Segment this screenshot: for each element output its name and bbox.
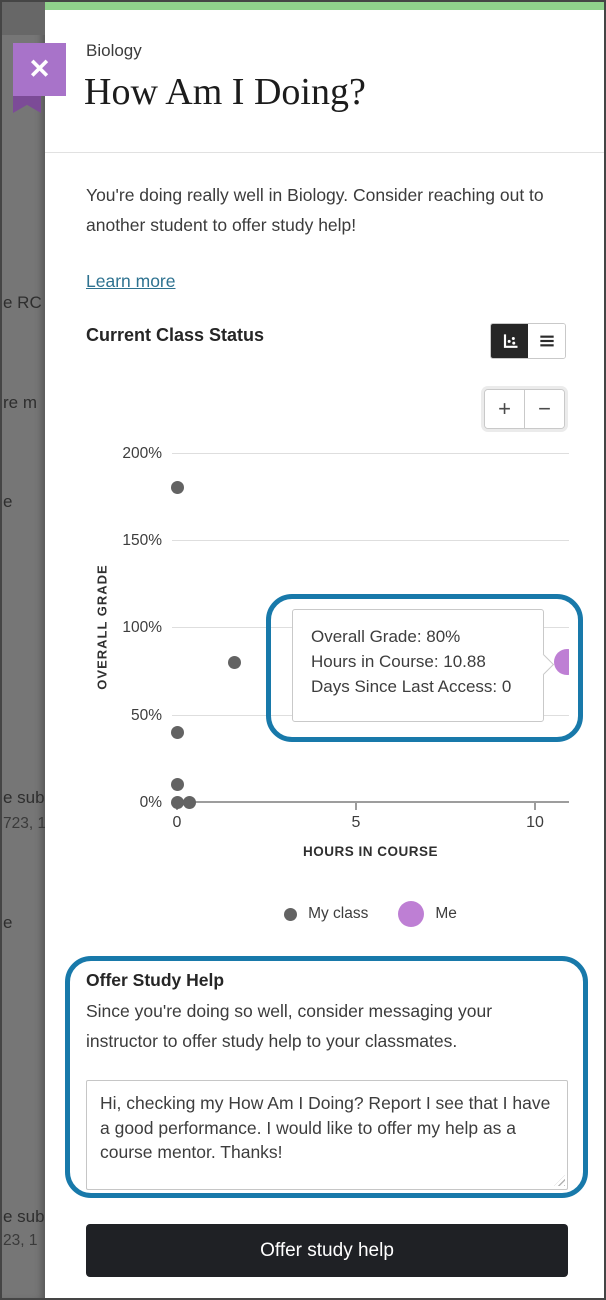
background-text-fragment: e subr — [3, 1207, 45, 1226]
legend-label: My class — [308, 905, 369, 922]
intro-text: You're doing really well in Biology. Con… — [86, 185, 544, 235]
y-tick-label: 100% — [122, 619, 162, 636]
y-tick-label: 50% — [130, 707, 162, 724]
zoom-out-button[interactable]: − — [525, 390, 564, 428]
page-title: How Am I Doing? — [84, 71, 366, 113]
x-tick-mark — [534, 803, 536, 810]
background-text-fragment: e RC a — [3, 293, 45, 312]
close-button-ribbon — [13, 96, 41, 113]
legend-label: Me — [435, 905, 457, 922]
textarea-resize-handle[interactable] — [554, 1175, 565, 1186]
current-class-status-heading: Current Class Status — [86, 325, 265, 345]
x-tick-label: 10 — [526, 814, 544, 831]
offer-message-textarea[interactable]: Hi, checking my How Am I Doing? Report I… — [86, 1080, 568, 1190]
data-point-tooltip: Overall Grade: 80% Hours in Course: 10.8… — [292, 609, 555, 722]
list-icon — [539, 335, 554, 347]
view-toggle — [490, 323, 566, 359]
class-data-point[interactable] — [170, 481, 184, 495]
legend-item-my-class: My class — [284, 905, 368, 923]
offer-study-help-heading: Offer Study Help — [86, 970, 225, 990]
chart-view-button[interactable] — [491, 324, 528, 358]
x-axis-line — [172, 801, 569, 803]
y-tick-label: 150% — [122, 532, 162, 549]
background-page-overlay: e RC a re m e e subr 723, 1 e e subr 23,… — [2, 2, 45, 1298]
list-view-button[interactable] — [528, 324, 565, 358]
learn-more-link[interactable]: Learn more — [86, 271, 176, 291]
gridline — [172, 453, 569, 454]
scatter-chart-icon — [503, 334, 517, 348]
chart-legend: My class Me — [172, 898, 569, 930]
x-axis-title: HOURS IN COURSE — [302, 844, 438, 859]
legend-item-me: Me — [398, 901, 457, 927]
close-button[interactable]: ✕ — [13, 43, 66, 96]
me-dot-icon — [398, 901, 425, 927]
close-icon: ✕ — [28, 54, 51, 84]
background-text-fragment: e — [3, 492, 13, 511]
me-data-point[interactable] — [553, 649, 569, 676]
class-data-point[interactable] — [183, 795, 197, 809]
background-text-fragment: e subr — [3, 788, 45, 807]
scatter-plot-area — [2, 2, 569, 902]
x-tick-mark — [355, 803, 357, 810]
y-axis-title: OVERALL GRADE — [94, 564, 110, 690]
background-page-header — [2, 2, 45, 35]
offer-study-help-text: Since you're doing so well, consider mes… — [86, 1001, 493, 1051]
tooltip-hours-line: Hours in Course: 10.88 — [311, 652, 486, 671]
x-tick-label: 5 — [351, 814, 361, 831]
offer-section-highlight-ring — [65, 956, 588, 1198]
background-text-fragment: 723, 1 — [3, 815, 45, 832]
top-accent-bar — [45, 2, 604, 10]
tooltip-access-line: Days Since Last Access: 0 — [311, 677, 512, 696]
course-label: Biology — [86, 41, 142, 60]
y-tick-label: 200% — [122, 445, 162, 462]
my-class-dot-icon — [284, 907, 298, 921]
zoom-controls: + − — [481, 386, 568, 432]
header-divider — [45, 152, 604, 153]
y-tick-label: 0% — [139, 794, 162, 811]
background-text-fragment: e — [3, 913, 13, 932]
tooltip-highlight-ring — [266, 594, 583, 742]
class-data-point[interactable] — [170, 725, 184, 739]
gridline — [172, 540, 569, 541]
class-data-point[interactable] — [227, 655, 241, 669]
x-tick-label: 0 — [172, 814, 182, 831]
background-text-fragment: 23, 1 — [3, 1232, 38, 1249]
zoom-in-button[interactable]: + — [485, 390, 525, 428]
background-text-fragment: re m — [3, 393, 37, 412]
tooltip-grade-line: Overall Grade: 80% — [311, 627, 461, 646]
class-data-point[interactable] — [170, 795, 184, 809]
class-data-point[interactable] — [170, 778, 184, 792]
offer-study-help-button[interactable]: Offer study help — [86, 1224, 568, 1277]
